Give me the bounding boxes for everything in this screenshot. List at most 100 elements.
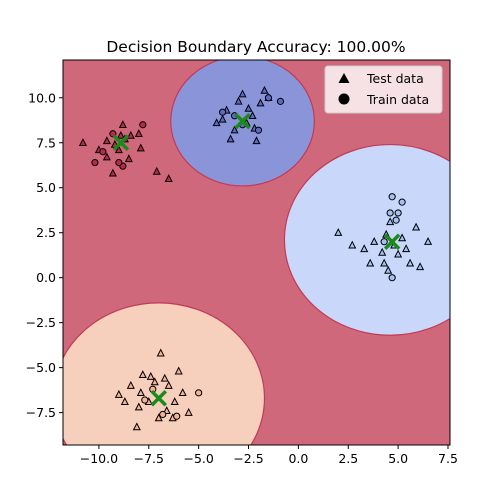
y-axis: −7.5 −5.0 −2.5 0.0 2.5 5.0 7.5 10.0 [26,90,63,420]
data-points [78,85,433,431]
test-point-cluster-3 [132,422,141,431]
chart-title: Decision Boundary Accuracy: 100.00% [106,38,405,56]
test-point-cluster-2 [412,222,421,231]
x-tick-label: −10.0 [80,451,118,466]
x-tick-label: 0.0 [288,451,308,466]
test-point-cluster-2 [406,258,415,267]
cluster-centroids [112,112,401,407]
train-point-cluster-2 [386,209,394,217]
train-point-cluster-1 [276,97,285,105]
x-tick-label: −5.0 [183,451,213,466]
test-point-cluster-3 [134,402,143,411]
y-tick-label: 2.5 [36,225,56,240]
x-tick-label: 5.0 [388,451,408,466]
test-point-cluster-3 [164,380,173,389]
x-axis: −10.0 −7.5 −5.0 −2.5 0.0 2.5 5.0 7.5 [80,445,458,466]
test-point-cluster-1 [248,111,257,119]
test-point-cluster-3 [120,397,129,406]
test-point-cluster-3 [178,388,187,397]
train-point-cluster-3 [159,410,167,419]
test-point-cluster-3 [154,413,163,422]
train-point-cluster-1 [254,126,263,134]
test-point-cluster-1 [226,134,235,143]
plot-frame [62,59,451,446]
test-point-cluster-2 [416,262,425,271]
test-point-cluster-0 [102,152,111,161]
test-point-cluster-2 [394,249,403,258]
test-point-cluster-1 [218,114,227,123]
test-point-cluster-0 [108,168,117,177]
test-point-cluster-3 [156,348,165,357]
test-point-cluster-1 [234,96,243,105]
train-point-cluster-0 [99,148,107,156]
centroid-marker-3 [150,389,167,407]
y-tick-label: −2.5 [26,315,56,330]
test-point-cluster-2 [386,217,395,226]
train-point-cluster-0 [91,158,99,167]
test-point-cluster-0 [102,136,111,145]
x-tick-label: −7.5 [134,451,164,466]
test-point-cluster-3 [184,407,193,416]
test-point-cluster-3 [114,389,123,398]
test-point-cluster-2 [402,244,411,253]
test-point-cluster-1 [230,125,239,134]
test-point-cluster-2 [366,258,375,267]
legend: Test data Train data [324,65,443,114]
test-point-cluster-0 [124,154,133,163]
train-point-cluster-0 [139,121,147,129]
test-point-cluster-0 [116,130,125,139]
test-point-cluster-0 [126,130,135,139]
centroid-marker-1 [234,112,251,130]
train-point-cluster-3 [141,396,149,404]
x-tick-label: 2.5 [338,451,358,466]
class-2-region [283,143,450,336]
train-point-cluster-2 [394,209,402,217]
test-point-cluster-0 [136,143,145,152]
y-tick-label: 0.0 [36,270,56,285]
test-point-cluster-3 [170,397,179,406]
test-point-cluster-0 [152,166,161,175]
x-tick-label: 7.5 [438,451,458,466]
plot-area [63,60,450,445]
train-point-cluster-3 [173,412,181,420]
test-point-cluster-3 [138,370,147,379]
test-point-cluster-2 [380,258,389,267]
test-point-cluster-0 [78,138,88,146]
test-point-cluster-1 [244,103,253,112]
x-tick-label: −2.5 [233,451,263,466]
test-point-cluster-3 [160,373,169,382]
test-point-cluster-1 [256,98,265,107]
train-point-cluster-2 [380,238,388,246]
legend-triangle-icon [338,73,350,83]
y-tick-label: −7.5 [26,405,56,420]
test-point-cluster-0 [164,174,173,182]
test-point-cluster-2 [360,244,369,253]
train-point-cluster-1 [264,94,273,102]
centroid-marker-0 [112,134,130,151]
train-point-cluster-2 [398,198,406,206]
legend-label-test: Test data [366,71,424,86]
train-point-cluster-2 [388,193,396,201]
legend-box [324,65,443,114]
test-point-cluster-2 [384,265,393,274]
test-point-cluster-1 [260,85,269,94]
train-point-cluster-2 [392,216,400,224]
test-point-cluster-1 [252,136,261,145]
test-point-cluster-3 [126,380,135,389]
test-point-cluster-2 [423,237,433,245]
test-point-cluster-0 [118,120,127,128]
test-point-cluster-2 [370,237,379,245]
test-point-cluster-2 [348,240,357,249]
test-point-cluster-3 [174,366,183,375]
train-point-cluster-2 [388,274,396,282]
train-point-cluster-0 [115,158,123,167]
test-point-cluster-1 [238,89,247,98]
y-tick-label: 10.0 [28,90,56,105]
test-point-cluster-1 [212,118,221,127]
class-3-region [63,302,266,445]
y-tick-label: −5.0 [26,360,56,375]
centroid-marker-2 [383,233,401,250]
train-point-cluster-1 [218,108,227,116]
test-point-cluster-3 [136,388,145,397]
test-point-cluster-3 [150,377,159,386]
